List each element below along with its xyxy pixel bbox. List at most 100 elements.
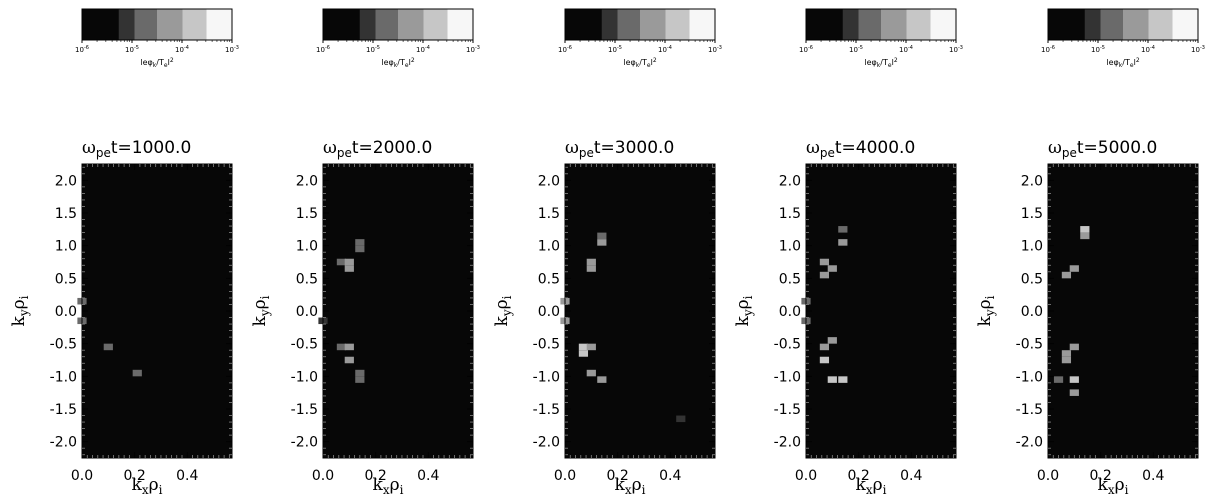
y-tick-label: 1.0	[1021, 239, 1043, 255]
colorbar-tick-base: 10	[416, 46, 425, 54]
title-t: t=	[1077, 138, 1098, 158]
title-sub: pe	[579, 146, 594, 160]
heatmap-cell	[676, 415, 686, 423]
heatmap-cell	[819, 271, 830, 279]
y-label-rho: ρ	[975, 299, 995, 309]
plot-background	[1048, 164, 1198, 458]
title-t: t=	[352, 138, 373, 158]
heatmap-cell	[838, 376, 848, 383]
title-omega: ω	[323, 138, 337, 158]
y-tick-label: -0.5	[774, 337, 801, 353]
colorbar-label-phi: φ	[872, 58, 877, 67]
panel-title: ωpet=5000.0	[1048, 138, 1157, 160]
y-tick-label: -1.0	[1016, 369, 1043, 385]
y-tick-label: 2.0	[538, 173, 560, 189]
panel-5: 10-6 10-5 10-4 10-3 leφk/Tel2 ωpet=5000.0 2.0 1…	[966, 0, 1207, 497]
heatmap-cell	[344, 343, 354, 351]
y-axis-label: kyρi	[250, 295, 272, 326]
y-tick-label: -1.0	[50, 369, 77, 385]
colorbar-tick-base: 10	[466, 46, 475, 54]
y-tick-label: 1.0	[538, 239, 560, 255]
title-t: t=	[111, 138, 132, 158]
y-tick-label: -1.0	[533, 369, 560, 385]
x-label-rho: ρ	[149, 475, 159, 495]
colorbar-label-phi: φ	[1114, 58, 1119, 67]
y-tick-label: 0.5	[296, 271, 318, 287]
title-value: 3000.0	[615, 138, 674, 158]
colorbar-label-pow: 2	[653, 57, 657, 64]
x-label-k: k	[132, 475, 143, 495]
y-tick-label: 0.5	[1021, 271, 1043, 287]
y-axis-label: kyρi	[975, 295, 997, 326]
heatmap-cell	[1069, 376, 1079, 383]
colorbar-label-open: le	[381, 58, 388, 67]
y-tick-label: 0.0	[296, 304, 318, 320]
colorbar-tick-exp: -6	[808, 45, 813, 51]
colorbar-label-slash: /T	[397, 58, 405, 67]
colorbar-label-pow: 2	[894, 57, 898, 64]
panel-title: ωpet=2000.0	[323, 138, 432, 160]
colorbar-level	[359, 9, 376, 40]
colorbar-label-slash: /T	[880, 58, 888, 67]
colorbar-tick-exp: -3	[475, 45, 480, 51]
colorbar-level	[1100, 9, 1124, 40]
y-tick-label: 1.5	[55, 206, 77, 222]
colorbar-tick-label: 10-6	[558, 45, 572, 54]
colorbar-label-e: e	[164, 62, 168, 69]
colorbar-label-close: l	[651, 58, 653, 67]
colorbar-tick-base: 10	[558, 46, 567, 54]
colorbar-tick-exp: -6	[1050, 45, 1055, 51]
heatmap-cell	[1080, 226, 1090, 233]
title-sub: pe	[1062, 146, 1077, 160]
heatmap-cell	[827, 337, 837, 344]
colorbar-tick-base: 10	[949, 46, 958, 54]
colorbar-tick-label: 10-6	[799, 45, 813, 54]
title-value: 5000.0	[1098, 138, 1157, 158]
x-axis-label: kxρi	[373, 475, 404, 497]
y-tick-label: 1.5	[538, 206, 560, 222]
x-tick-label: 0.0	[554, 468, 576, 484]
y-tick-label: 0.0	[538, 304, 560, 320]
colorbar-tick-label: 10-5	[849, 45, 863, 54]
y-label-rho: ρ	[9, 299, 29, 309]
x-tick-label: 0.0	[795, 468, 817, 484]
y-tick-label: 0.5	[55, 271, 77, 287]
panel-4: 10-6 10-5 10-4 10-3 leφk/Tel2 ωpet=4000.0 2.0 1…	[724, 0, 965, 497]
colorbar-label: leφk/Tel2	[140, 57, 173, 69]
x-axis-label: kxρi	[856, 475, 887, 497]
heatmap-cell	[336, 343, 347, 351]
panel-svg: 10-6 10-5 10-4 10-3leφk/Tel2ωpet=3000.02.01…	[492, 8, 722, 497]
y-tick-label: 0.0	[1021, 304, 1043, 320]
colorbar-tick-label: 10-4	[899, 45, 913, 54]
x-tick-label: 0.4	[417, 468, 439, 484]
colorbar-level	[858, 9, 882, 40]
x-tick-label: 0.4	[176, 468, 198, 484]
plot-background	[82, 164, 232, 458]
title-omega: ω	[82, 138, 96, 158]
x-tick-label: 0.0	[71, 468, 93, 484]
colorbar-tick-exp: -3	[1200, 45, 1205, 51]
heatmap-cell	[827, 376, 837, 383]
x-tick-label: 0.0	[312, 468, 334, 484]
y-tick-label: 1.0	[55, 239, 77, 255]
colorbar-level	[134, 9, 158, 40]
colorbar-tick-label: 10-5	[125, 45, 139, 54]
colorbar-tick-label: 10-4	[1141, 45, 1155, 54]
y-label-rho-sub: i	[983, 295, 997, 299]
colorbar-level	[617, 9, 641, 40]
colorbar-tick-exp: -4	[184, 45, 189, 51]
x-label-rho-sub: i	[1125, 483, 1129, 497]
heatmap-cell	[132, 369, 142, 377]
colorbar-level	[906, 9, 931, 40]
colorbar-tick-exp: -4	[1150, 45, 1155, 51]
y-label-k: k	[733, 315, 753, 326]
y-tick-label: 0.5	[779, 271, 801, 287]
y-label-k-sub: y	[17, 309, 31, 317]
colorbar-level	[689, 9, 716, 40]
heatmap-cell	[1080, 232, 1090, 240]
x-tick-label: 0.4	[1142, 468, 1164, 484]
y-label-k: k	[250, 315, 270, 326]
colorbar-level	[423, 9, 448, 40]
y-label-k: k	[975, 315, 995, 326]
x-tick-label: 0.2	[847, 468, 869, 484]
